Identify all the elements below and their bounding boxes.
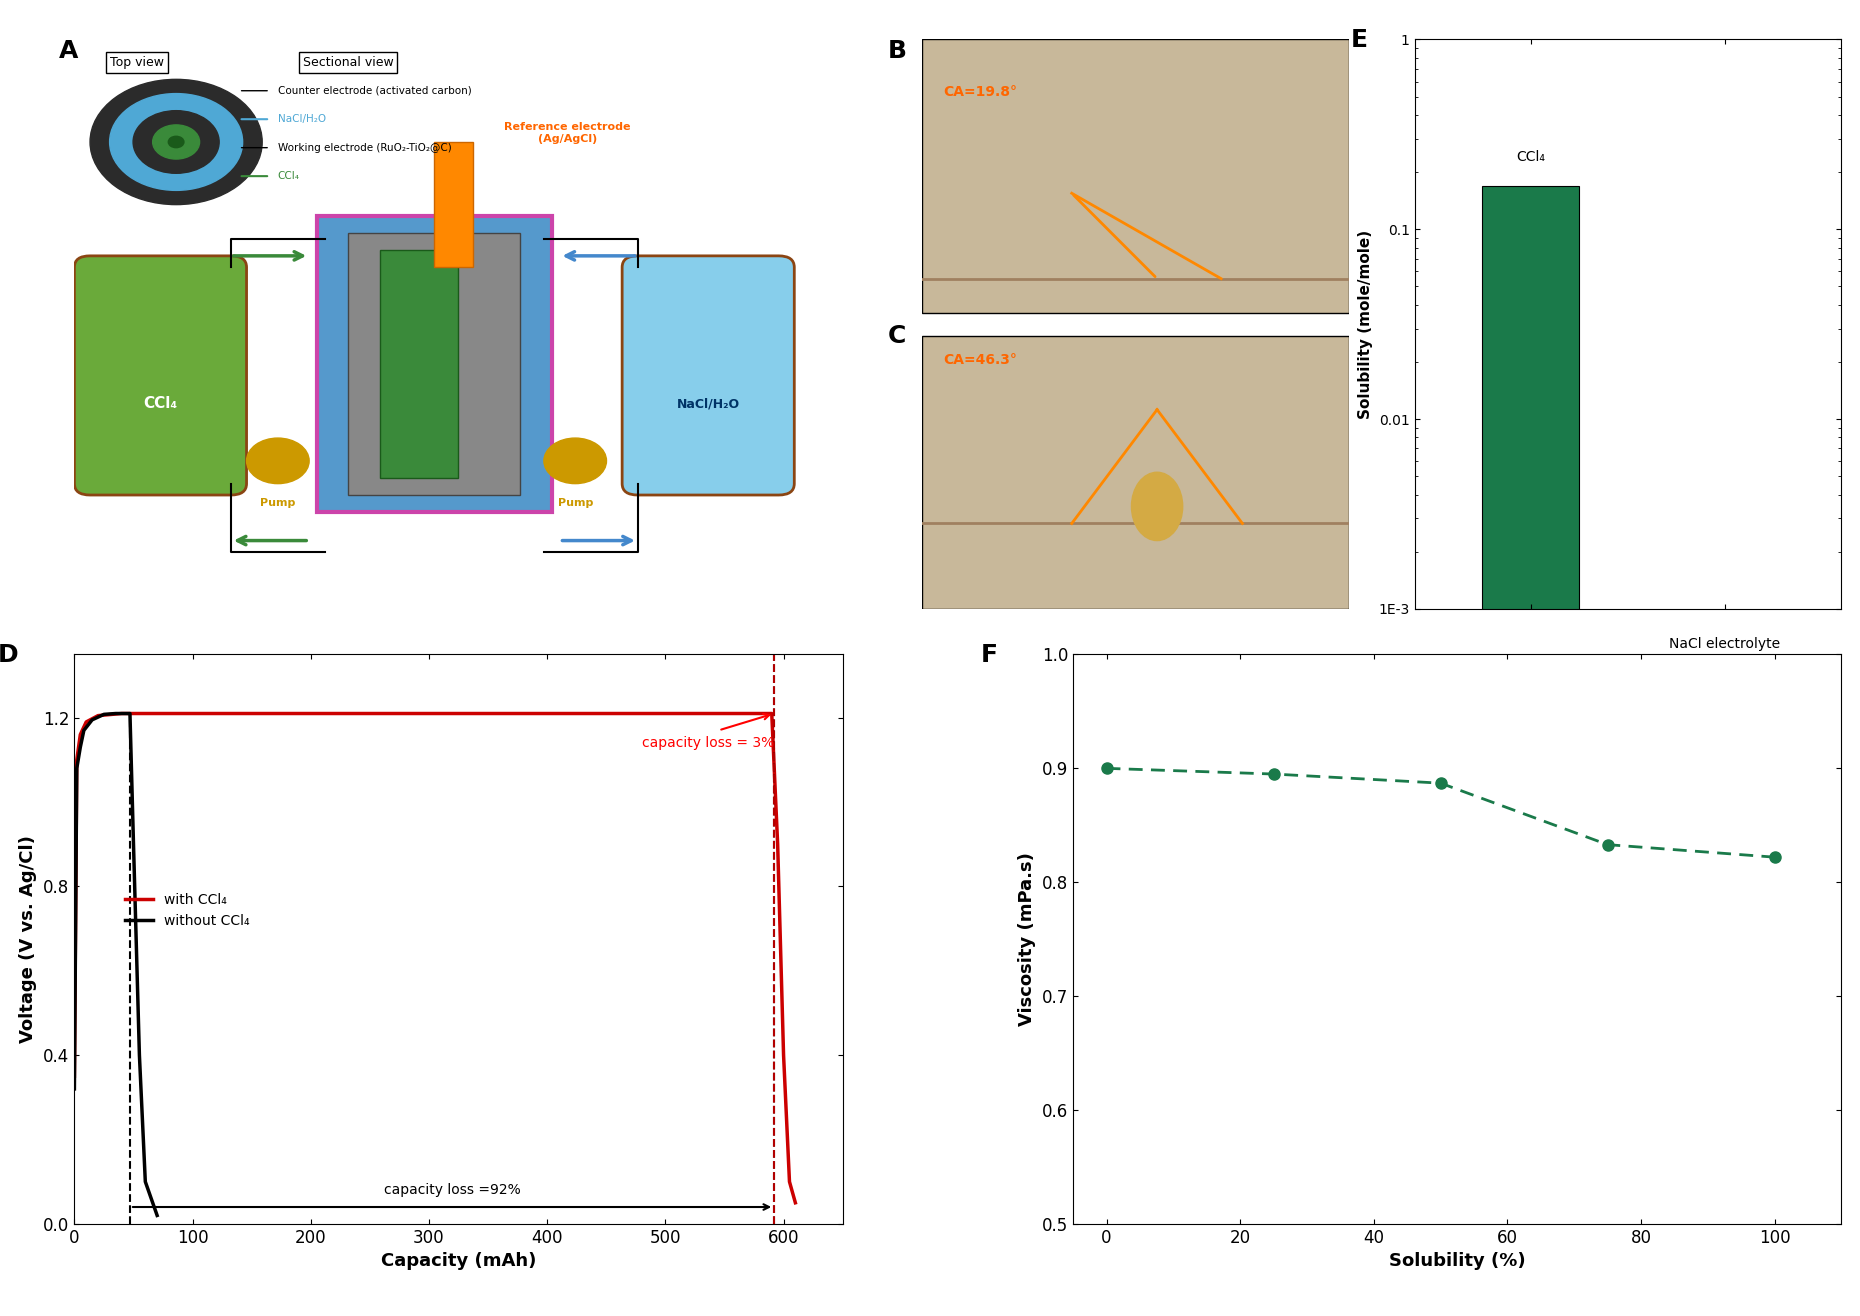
Circle shape	[167, 137, 184, 147]
Y-axis label: Viscosity (mPa.s): Viscosity (mPa.s)	[1017, 853, 1036, 1026]
Circle shape	[89, 79, 262, 204]
without CCl₄	[93, 707, 115, 722]
Text: CA=46.3°: CA=46.3°	[943, 353, 1017, 367]
with CCl₄	[110, 705, 132, 721]
Text: NaCl electrolyte: NaCl electrolyte	[1670, 637, 1780, 651]
Text: E: E	[1350, 28, 1367, 53]
Text: Pump: Pump	[260, 499, 296, 508]
Circle shape	[543, 438, 606, 484]
Bar	[1482, 186, 1579, 1316]
Text: Top view: Top view	[110, 55, 164, 68]
Text: CCl₄: CCl₄	[277, 171, 299, 182]
Y-axis label: Solubility (mole/mole): Solubility (mole/mole)	[1358, 229, 1373, 418]
FancyBboxPatch shape	[348, 233, 521, 495]
without CCl₄	[134, 1174, 156, 1190]
Text: capacity loss = 3%: capacity loss = 3%	[642, 736, 774, 750]
without CCl₄	[119, 705, 141, 721]
Text: F: F	[980, 644, 999, 667]
without CCl₄	[65, 761, 87, 776]
Line: without CCl₄: without CCl₄	[74, 713, 156, 1216]
Text: Working electrode (RuO₂-TiO₂@C): Working electrode (RuO₂-TiO₂@C)	[277, 142, 452, 153]
with CCl₄	[484, 705, 506, 721]
Text: D: D	[0, 644, 19, 667]
without CCl₄	[145, 1208, 167, 1224]
Circle shape	[134, 111, 219, 174]
Circle shape	[1131, 472, 1183, 541]
Legend: with CCl₄, without CCl₄: with CCl₄, without CCl₄	[119, 888, 255, 934]
FancyBboxPatch shape	[621, 255, 794, 495]
FancyBboxPatch shape	[316, 216, 552, 512]
without CCl₄	[104, 705, 126, 721]
with CCl₄	[638, 705, 660, 721]
Text: capacity loss =92%: capacity loss =92%	[385, 1183, 521, 1198]
Y-axis label: Voltage (V vs. Ag/Cl): Voltage (V vs. Ag/Cl)	[19, 836, 37, 1044]
X-axis label: Solubility (%): Solubility (%)	[1389, 1253, 1525, 1270]
Text: A: A	[60, 39, 78, 63]
Text: B: B	[889, 39, 908, 63]
without CCl₄	[119, 705, 141, 721]
Circle shape	[247, 438, 309, 484]
without CCl₄	[63, 1080, 86, 1096]
Text: CCl₄: CCl₄	[1516, 150, 1546, 164]
Circle shape	[110, 93, 242, 191]
with CCl₄	[766, 837, 789, 853]
Text: Counter electrode (activated carbon): Counter electrode (activated carbon)	[277, 86, 472, 96]
Text: Sectional view: Sectional view	[303, 55, 394, 68]
Text: Reference electrode
(Ag/AgCl): Reference electrode (Ag/AgCl)	[504, 122, 631, 143]
with CCl₄	[785, 1195, 807, 1211]
Circle shape	[153, 125, 199, 159]
Line: with CCl₄: with CCl₄	[74, 713, 796, 1203]
Text: CA=19.8°: CA=19.8°	[943, 86, 1017, 100]
Bar	[923, 336, 1348, 609]
Text: C: C	[889, 324, 906, 349]
without CCl₄	[69, 740, 91, 755]
Bar	[923, 39, 1348, 313]
without CCl₄	[128, 1048, 151, 1063]
without CCl₄	[123, 837, 145, 853]
FancyBboxPatch shape	[74, 255, 247, 495]
with CCl₄	[335, 705, 357, 721]
with CCl₄	[567, 705, 590, 721]
without CCl₄	[73, 722, 95, 738]
Text: CCl₄: CCl₄	[143, 396, 177, 412]
FancyBboxPatch shape	[379, 250, 458, 478]
without CCl₄	[82, 712, 104, 728]
X-axis label: Capacity (mAh): Capacity (mAh)	[381, 1253, 536, 1270]
Text: NaCl/H₂O: NaCl/H₂O	[277, 114, 326, 124]
Text: NaCl/H₂O: NaCl/H₂O	[677, 397, 740, 411]
with CCl₄	[599, 705, 621, 721]
with CCl₄	[63, 1069, 86, 1084]
Text: Pump: Pump	[558, 499, 593, 508]
Bar	[435, 142, 474, 267]
Bar	[1676, 675, 1773, 1316]
